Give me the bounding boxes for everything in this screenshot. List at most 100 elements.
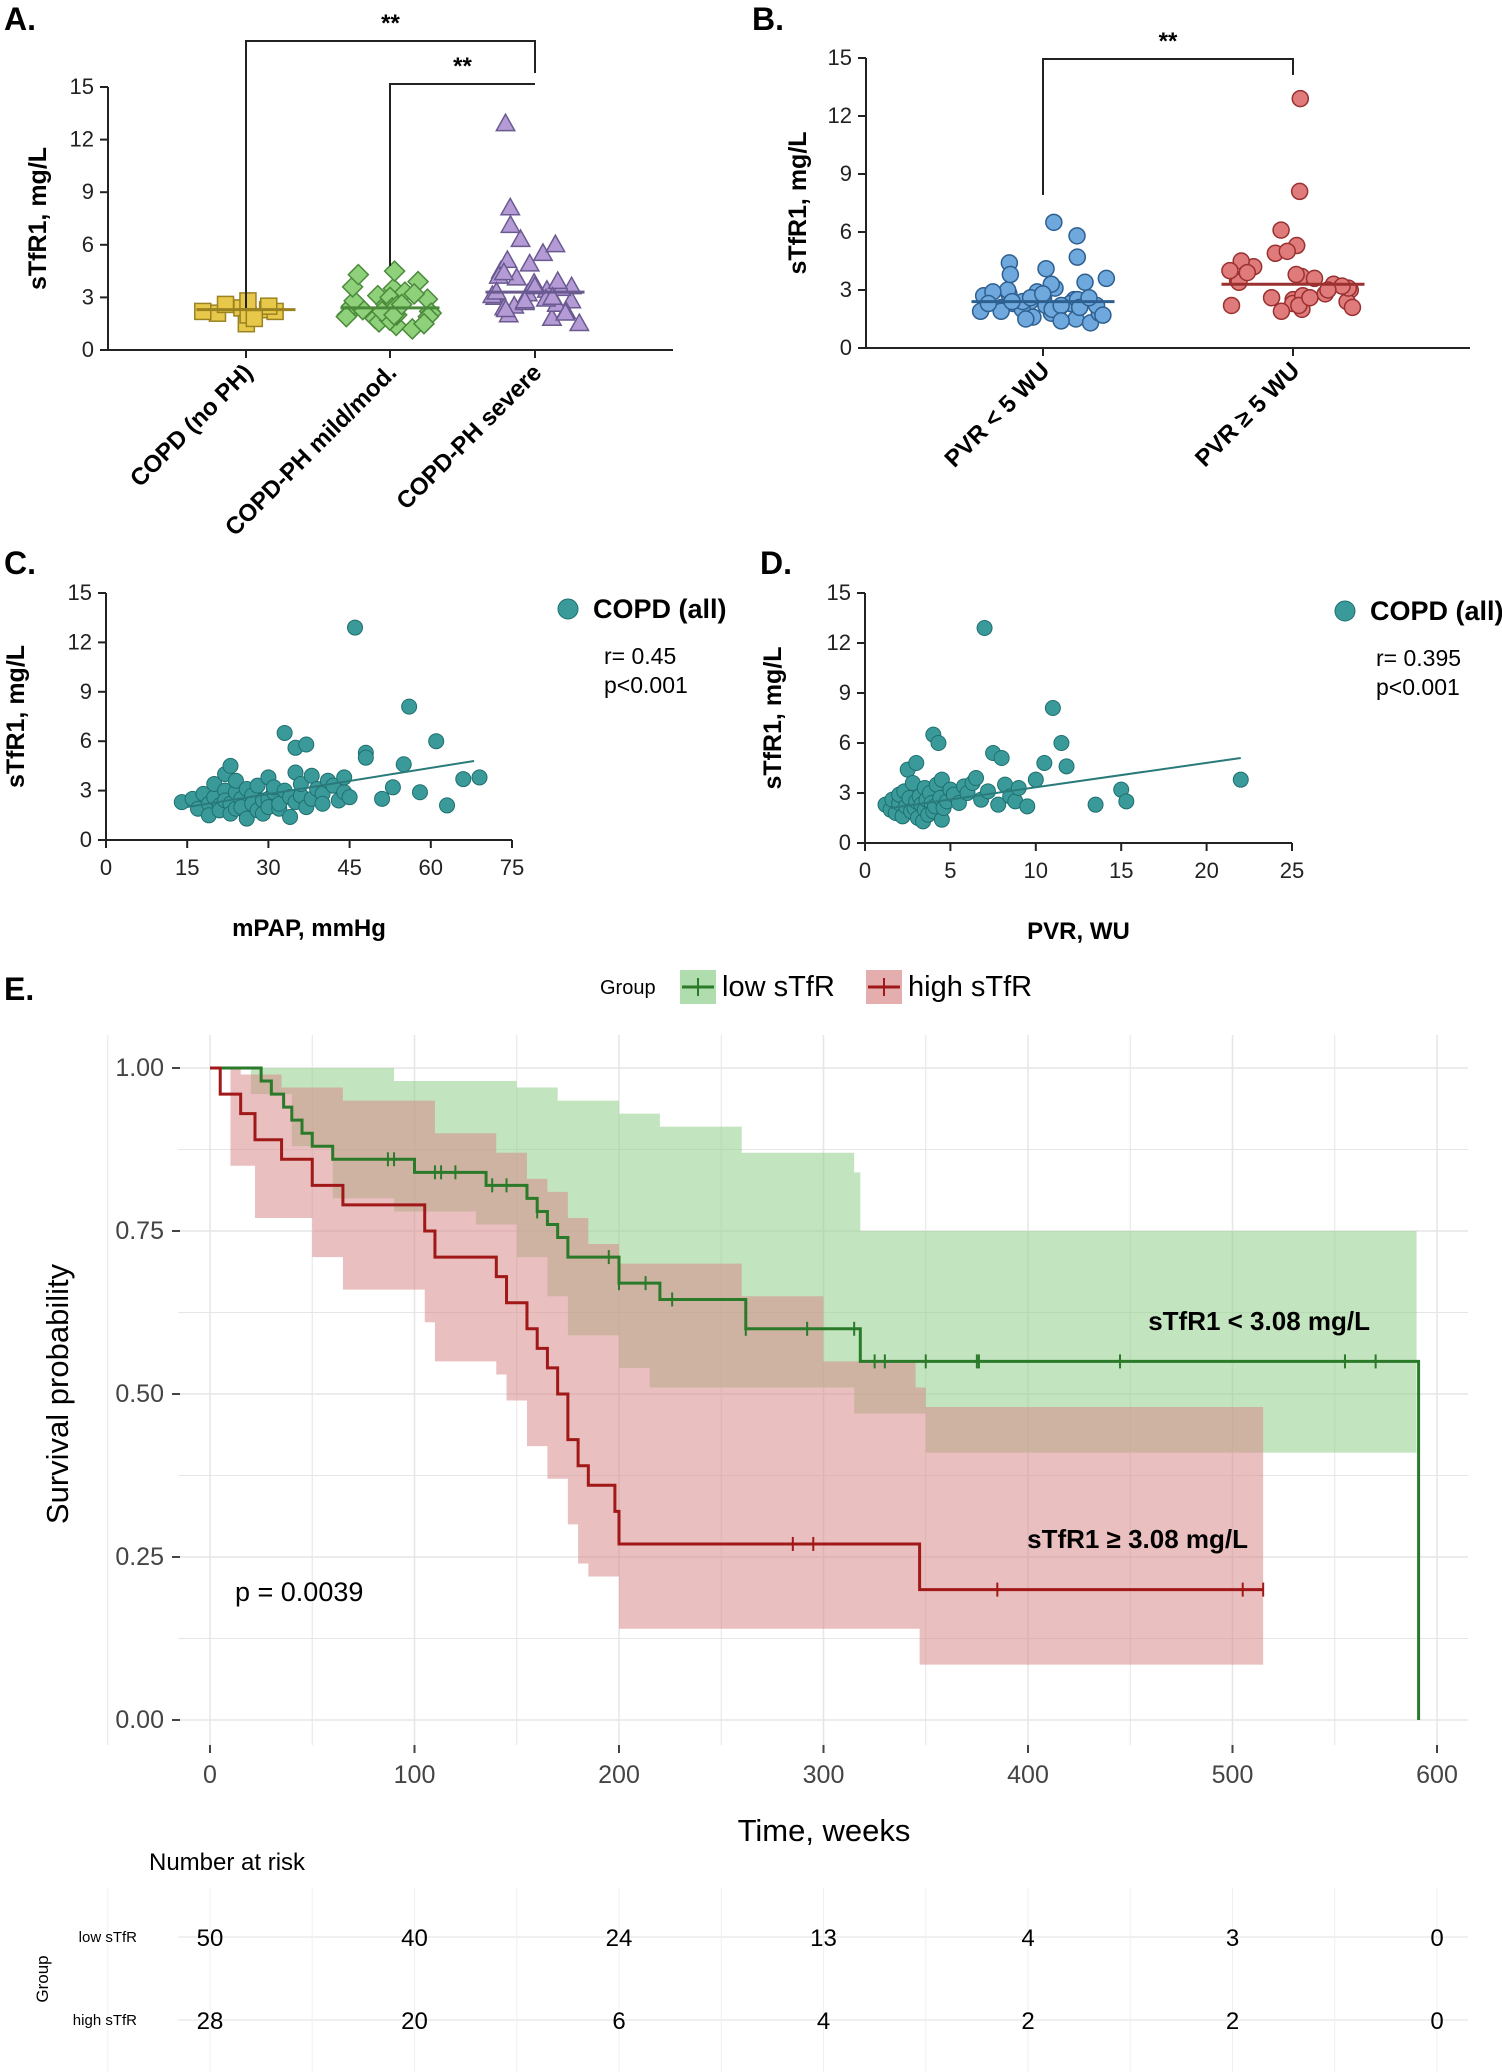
x-axis-label: mPAP, mmHg (232, 915, 386, 942)
data-point (1232, 771, 1249, 788)
data-point (341, 789, 358, 806)
data-point (412, 312, 436, 335)
significance-label: ** (1159, 28, 1178, 55)
y-axis-label: sTfR1, mg/L (759, 646, 787, 789)
data-point (990, 796, 1007, 813)
risk-grid (107, 1888, 1468, 2072)
data-point (245, 309, 264, 328)
data-point (495, 298, 517, 318)
x-tick-label: 200 (598, 1761, 640, 1789)
panel-label: E. (4, 971, 34, 1007)
y-tick-label: 12 (827, 630, 851, 655)
y-tick-label: 15 (828, 45, 852, 70)
data-point (1118, 793, 1135, 810)
data-point (514, 289, 536, 309)
data-point (282, 808, 299, 825)
y-tick-label: 9 (80, 679, 92, 704)
significance-bracket (389, 83, 535, 266)
data-point (499, 214, 521, 234)
data-point (1097, 269, 1116, 288)
data-point (1044, 700, 1061, 716)
x-axis-label: Time, weeks (738, 1813, 911, 1848)
data-point (335, 305, 358, 328)
risk-count: 6 (612, 2008, 625, 2035)
data-point (1319, 281, 1337, 299)
data-point (357, 749, 374, 766)
p-value: p = 0.0039 (235, 1577, 363, 1607)
data-point (227, 772, 244, 789)
y-tick-label: 6 (840, 219, 852, 244)
data-point (276, 724, 293, 741)
y-tick-label: 6 (839, 730, 851, 755)
data-point (428, 733, 445, 750)
x-tick-label: 100 (394, 1761, 436, 1789)
data-point (347, 263, 370, 286)
trend-line (890, 757, 1241, 809)
data-point (249, 777, 266, 794)
risk-count: 24 (606, 1925, 633, 1952)
risk-count: 3 (1226, 1925, 1239, 1952)
data-point (519, 252, 541, 272)
data-point (1068, 227, 1086, 245)
data-point (541, 307, 563, 326)
y-tick-label: 6 (80, 728, 92, 753)
y-tick-label: 0 (80, 827, 92, 852)
curve-label: sTfR1 < 3.08 mg/L (1148, 1306, 1370, 1336)
data-point (1262, 288, 1281, 307)
x-tick-label: 500 (1212, 1761, 1254, 1789)
risk-count: 4 (1021, 1925, 1034, 1952)
data-point (298, 736, 315, 753)
data-point (1343, 298, 1362, 317)
data-point (1080, 288, 1098, 307)
x-tick-label: PVR ≥ 5 WU (1190, 357, 1305, 472)
y-tick-label: 0.50 (115, 1380, 164, 1408)
risk-table-group-label: Group (33, 1955, 52, 2002)
data-point (496, 249, 518, 269)
significance-bracket (245, 40, 536, 308)
data-point (1291, 89, 1310, 108)
x-axis-label: PVR, WU (1027, 918, 1130, 945)
data-point (495, 112, 516, 132)
data-point (384, 779, 401, 796)
x-tick-label: PVR < 5 WU (939, 357, 1055, 473)
data-point (1221, 261, 1239, 280)
risk-row-label: high sTfR (73, 2012, 137, 2029)
x-tick-label: COPD (no PH) (125, 359, 258, 492)
data-point (1287, 265, 1305, 284)
y-axis-label: sTfR1, mg/L (24, 147, 52, 290)
x-tick-label: 0 (100, 855, 112, 880)
data-point (395, 756, 412, 773)
data-point (1037, 259, 1055, 278)
y-tick-label: 0.75 (115, 1217, 164, 1245)
risk-count: 50 (197, 1925, 224, 1952)
data-point (992, 302, 1010, 321)
data-point (1305, 269, 1324, 288)
y-tick-label: 0 (839, 830, 851, 855)
data-point (439, 797, 456, 814)
risk-table-title: Number at risk (149, 1849, 306, 1876)
data-point (544, 233, 566, 253)
risk-count: 0 (1430, 1925, 1443, 1952)
y-tick-label: 12 (828, 103, 852, 128)
data-point (547, 270, 569, 290)
panel-label: B. (752, 1, 784, 37)
data-point (1290, 182, 1309, 201)
data-point (1001, 265, 1020, 284)
data-point (1333, 277, 1351, 295)
significance-label: ** (381, 10, 400, 37)
survival-curve (210, 1066, 1421, 1720)
survival-curve (210, 1066, 1264, 1592)
data-point (1052, 312, 1070, 330)
y-tick-label: 9 (82, 179, 94, 204)
data-point (347, 619, 364, 636)
data-point (471, 769, 488, 786)
panel-label: D. (760, 545, 792, 581)
data-point (1036, 755, 1053, 771)
x-tick-label: 75 (500, 855, 524, 880)
data-point (976, 620, 993, 636)
panel-label: C. (4, 545, 36, 581)
data-point (1076, 273, 1094, 292)
data-point (1027, 771, 1044, 788)
data-point (993, 750, 1010, 766)
